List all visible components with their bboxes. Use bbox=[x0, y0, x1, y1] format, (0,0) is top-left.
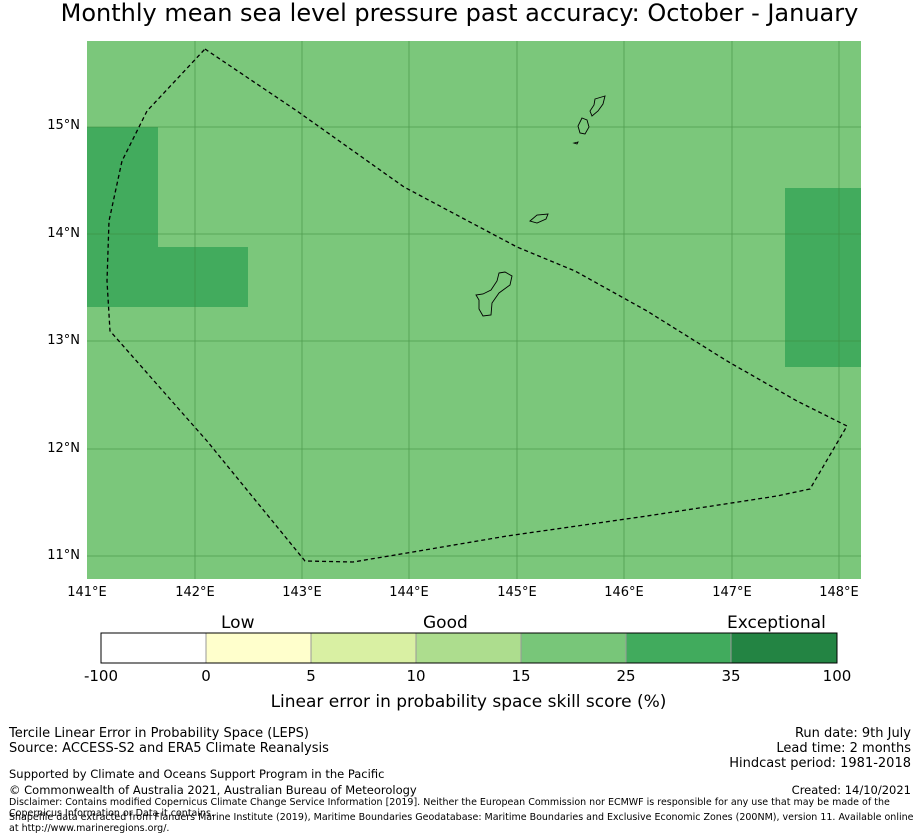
tick-100: 100 bbox=[822, 667, 852, 685]
colorbar-title: Linear error in probability space skill … bbox=[270, 692, 667, 712]
gridlines bbox=[87, 41, 861, 579]
island-rota bbox=[529, 213, 549, 224]
footer-lead-time: Lead time: 2 months bbox=[776, 741, 911, 756]
lon-label-146e: 146°E bbox=[604, 585, 644, 600]
lat-label-15n: 15°N bbox=[47, 118, 80, 133]
colorbar-segment-6 bbox=[731, 633, 837, 663]
lat-label-12n: 12°N bbox=[47, 441, 80, 456]
colorbar-segment-4 bbox=[521, 633, 626, 663]
footer-run-date: Run date: 9th July bbox=[794, 726, 911, 741]
lon-label-144e: 144°E bbox=[389, 585, 429, 600]
island-aguijan bbox=[572, 141, 579, 145]
tick-10: 10 bbox=[406, 667, 426, 685]
tick-25: 25 bbox=[616, 667, 636, 685]
colorbar-frame bbox=[100, 632, 838, 664]
footer-hindcast: Hindcast period: 1981-2018 bbox=[729, 756, 911, 771]
colorbar-segment-0 bbox=[101, 633, 206, 663]
island-guam bbox=[475, 271, 513, 317]
skill-cell-west-lower bbox=[87, 247, 248, 307]
colorbar-segment-3 bbox=[416, 633, 521, 663]
category-low: Low bbox=[221, 613, 255, 633]
lat-label-14n: 14°N bbox=[47, 226, 80, 241]
tick-0: 0 bbox=[201, 667, 211, 685]
skill-cell-west-upper bbox=[87, 127, 158, 248]
tick-15: 15 bbox=[511, 667, 531, 685]
category-exceptional: Exceptional bbox=[727, 613, 826, 633]
tick-5: 5 bbox=[306, 667, 316, 685]
colorbar-segment-5 bbox=[626, 633, 731, 663]
map-background bbox=[87, 41, 861, 579]
eez-boundary bbox=[106, 48, 848, 563]
lon-label-148e: 148°E bbox=[819, 585, 859, 600]
footer-support: Supported by Climate and Oceans Support … bbox=[9, 767, 385, 781]
footer-copyright: © Commonwealth of Australia 2021, Austra… bbox=[9, 783, 417, 797]
category-good: Good bbox=[423, 613, 468, 633]
chart-title: Monthly mean sea level pressure past acc… bbox=[60, 0, 859, 27]
lon-label-147e: 147°E bbox=[712, 585, 752, 600]
footer-source: Source: ACCESS-S2 and ERA5 Climate Reana… bbox=[9, 741, 329, 756]
colorbar bbox=[100, 632, 838, 664]
island-saipan bbox=[589, 95, 606, 117]
lon-label-141e: 141°E bbox=[67, 585, 107, 600]
tick-35: 35 bbox=[721, 667, 741, 685]
map-panel bbox=[87, 41, 861, 579]
colorbar-segment-1 bbox=[206, 633, 311, 663]
lon-label-142e: 142°E bbox=[175, 585, 215, 600]
colorbar-segment-2 bbox=[311, 633, 416, 663]
islands bbox=[475, 95, 606, 317]
lon-label-145e: 145°E bbox=[497, 585, 537, 600]
tick-neg100: -100 bbox=[83, 667, 119, 685]
island-tinian bbox=[577, 117, 590, 135]
footer-shapefile: Shapefile data extracted from Flanders M… bbox=[9, 812, 914, 834]
skill-cell-east bbox=[785, 188, 861, 367]
lat-label-13n: 13°N bbox=[47, 333, 80, 348]
lon-label-143e: 143°E bbox=[282, 585, 322, 600]
lat-label-11n: 11°N bbox=[47, 548, 80, 563]
footer-leps: Tercile Linear Error in Probability Spac… bbox=[9, 726, 309, 741]
footer-disclaimer: Disclaimer: Contains modified Copernicus… bbox=[9, 797, 890, 819]
footer-created: Created: 14/10/2021 bbox=[791, 783, 911, 797]
